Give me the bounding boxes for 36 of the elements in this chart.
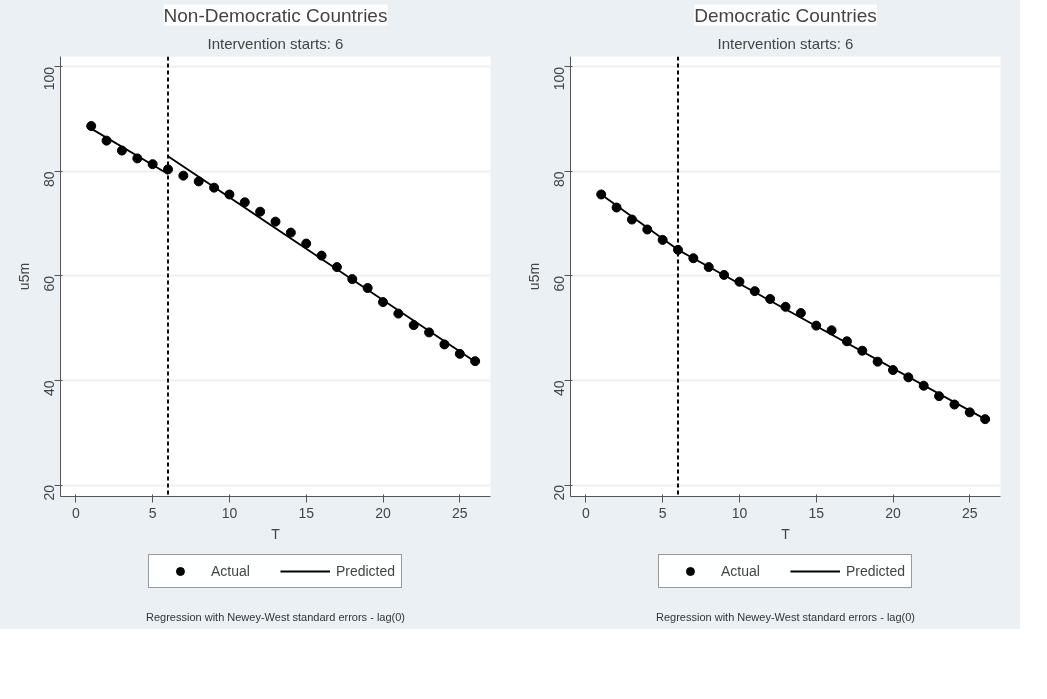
x-tick-label: 20 — [885, 504, 901, 521]
legend-label: Predicted — [845, 563, 906, 579]
ref-line-label: Intervention starts: 6 — [717, 34, 854, 52]
x-tick-label: 5 — [148, 504, 157, 521]
x-tick-label: 10 — [731, 504, 748, 521]
y-tick-label: 20 — [41, 484, 58, 501]
x-tick-label: 0 — [71, 504, 80, 521]
legend-label: Predicted — [335, 563, 396, 579]
x-tick-label: 20 — [375, 504, 391, 521]
x-tick-label: 10 — [221, 504, 238, 521]
x-tick-label: 5 — [658, 504, 667, 521]
y-tick-label: 80 — [551, 171, 568, 188]
y-tick-label: 40 — [551, 380, 568, 397]
legend-label: Actual — [210, 563, 250, 579]
y-tick-label: 100 — [551, 66, 568, 91]
x-tick-label: 15 — [298, 504, 315, 521]
y-tick-label: 100 — [41, 66, 58, 91]
x-tick-label: 15 — [808, 504, 825, 521]
legend-label: Actual — [720, 563, 760, 579]
y-tick-label: 60 — [551, 275, 568, 292]
chart-title: Non-Democratic Countries — [163, 4, 388, 26]
y-tick-label: 60 — [41, 275, 58, 292]
x-axis-title: T — [271, 525, 281, 542]
x-tick-label: 25 — [962, 504, 978, 521]
y-tick-label: 40 — [41, 380, 58, 397]
y-tick-label: 20 — [551, 484, 568, 501]
x-tick-label: 25 — [452, 504, 468, 521]
y-tick-label: 80 — [41, 171, 58, 188]
text: Regression with Newey-West standard errors - lag(0) — [656, 610, 915, 623]
y-axis-title: u5m — [525, 262, 542, 291]
text: Regression with Newey-West standard errors - lag(0) — [146, 610, 405, 623]
x-axis-title: T — [781, 525, 791, 542]
y-axis-title: u5m — [15, 262, 32, 291]
ref-line-label: Intervention starts: 6 — [207, 34, 344, 52]
x-tick-label: 0 — [581, 504, 590, 521]
chart-title: Democratic Countries — [694, 4, 877, 26]
